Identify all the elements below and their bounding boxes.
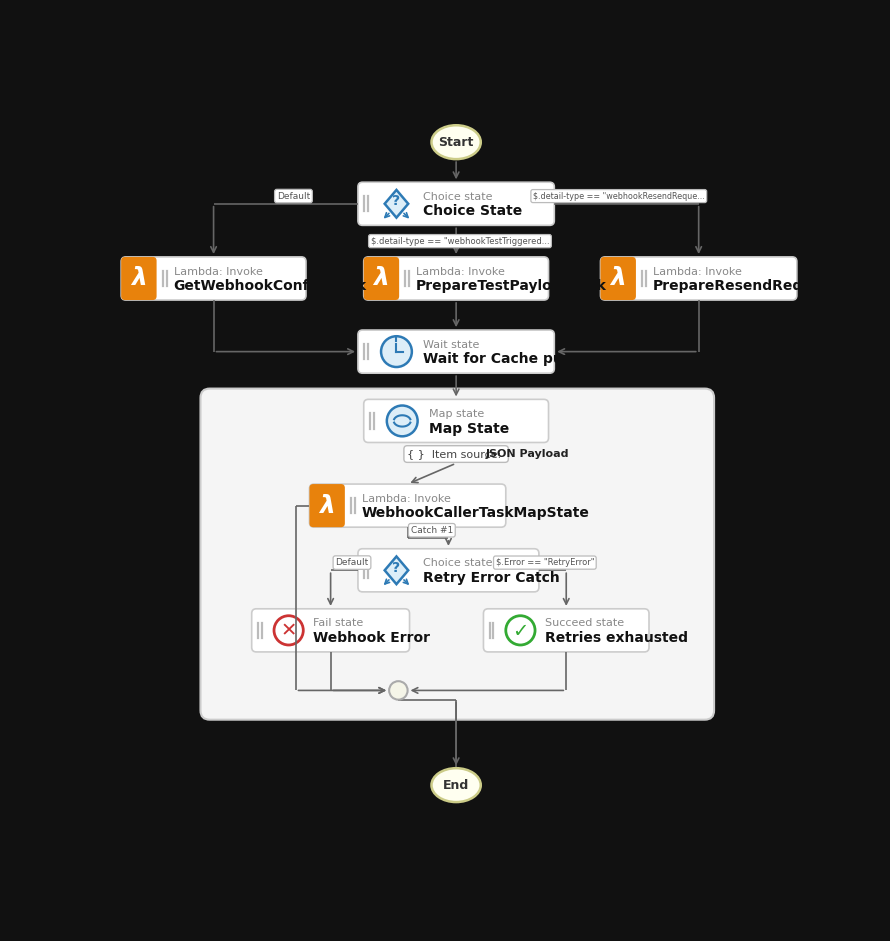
Text: λ: λ <box>320 494 336 518</box>
Circle shape <box>389 681 408 700</box>
Text: GetWebhookConfigsTask: GetWebhookConfigsTask <box>174 279 367 294</box>
FancyBboxPatch shape <box>200 389 714 720</box>
FancyBboxPatch shape <box>121 257 306 300</box>
Text: λ: λ <box>611 266 627 291</box>
Text: Start: Start <box>439 136 473 150</box>
FancyBboxPatch shape <box>364 257 399 300</box>
Text: JSON Payload: JSON Payload <box>485 449 569 459</box>
Text: PrepareResendRequestPayloadTask: PrepareResendRequestPayloadTask <box>653 279 890 294</box>
Text: λ: λ <box>131 266 147 291</box>
Polygon shape <box>384 556 409 584</box>
FancyBboxPatch shape <box>121 257 157 300</box>
Circle shape <box>387 406 417 437</box>
FancyBboxPatch shape <box>252 609 409 652</box>
FancyBboxPatch shape <box>601 257 797 300</box>
Text: Choice state: Choice state <box>424 558 493 568</box>
FancyBboxPatch shape <box>310 484 506 527</box>
Text: $.detail-type == "webhookResendReque...: $.detail-type == "webhookResendReque... <box>533 192 705 200</box>
Polygon shape <box>384 190 409 217</box>
Text: Lambda: Invoke: Lambda: Invoke <box>174 266 263 277</box>
Text: $.Error == "RetryError": $.Error == "RetryError" <box>496 558 595 567</box>
Text: ?: ? <box>392 561 400 575</box>
Text: Retries exhausted: Retries exhausted <box>545 631 688 646</box>
FancyBboxPatch shape <box>364 257 548 300</box>
FancyBboxPatch shape <box>358 330 554 374</box>
Text: λ: λ <box>374 266 389 291</box>
Text: ✓: ✓ <box>513 622 529 641</box>
Ellipse shape <box>432 768 481 802</box>
Text: Retry Error Catch: Retry Error Catch <box>424 571 560 585</box>
Text: Webhook Error: Webhook Error <box>313 631 430 646</box>
Text: Wait for Cache purge: Wait for Cache purge <box>424 352 589 366</box>
FancyBboxPatch shape <box>483 609 649 652</box>
Text: Map state: Map state <box>429 409 484 419</box>
Text: PrepareTestPayloadTask: PrepareTestPayloadTask <box>417 279 607 294</box>
Text: Lambda: Invoke: Lambda: Invoke <box>417 266 505 277</box>
Text: Choice State: Choice State <box>424 204 522 218</box>
FancyBboxPatch shape <box>358 183 554 225</box>
FancyBboxPatch shape <box>364 399 548 442</box>
Text: Catch #1: Catch #1 <box>411 526 453 534</box>
Text: Map State: Map State <box>429 422 509 436</box>
Text: Lambda: Invoke: Lambda: Invoke <box>362 494 450 503</box>
Text: End: End <box>443 779 469 792</box>
Ellipse shape <box>432 125 481 159</box>
Text: ?: ? <box>392 195 400 209</box>
Text: Lambda: Invoke: Lambda: Invoke <box>653 266 741 277</box>
Circle shape <box>506 615 535 645</box>
FancyBboxPatch shape <box>358 549 539 592</box>
Text: { }  Item source:: { } Item source: <box>408 449 505 459</box>
FancyBboxPatch shape <box>601 257 636 300</box>
Text: ✕: ✕ <box>280 622 297 641</box>
FancyBboxPatch shape <box>310 484 344 527</box>
Text: Succeed state: Succeed state <box>545 618 624 629</box>
Circle shape <box>274 615 303 645</box>
Circle shape <box>381 336 412 367</box>
Text: Default: Default <box>336 558 368 567</box>
Text: $.detail-type == "webhookTestTriggered...: $.detail-type == "webhookTestTriggered..… <box>370 236 549 246</box>
Text: Fail state: Fail state <box>313 618 363 629</box>
Text: Default: Default <box>277 192 310 200</box>
Text: WebhookCallerTaskMapState: WebhookCallerTaskMapState <box>362 506 590 520</box>
Text: Choice state: Choice state <box>424 192 493 202</box>
Text: Wait state: Wait state <box>424 340 480 350</box>
